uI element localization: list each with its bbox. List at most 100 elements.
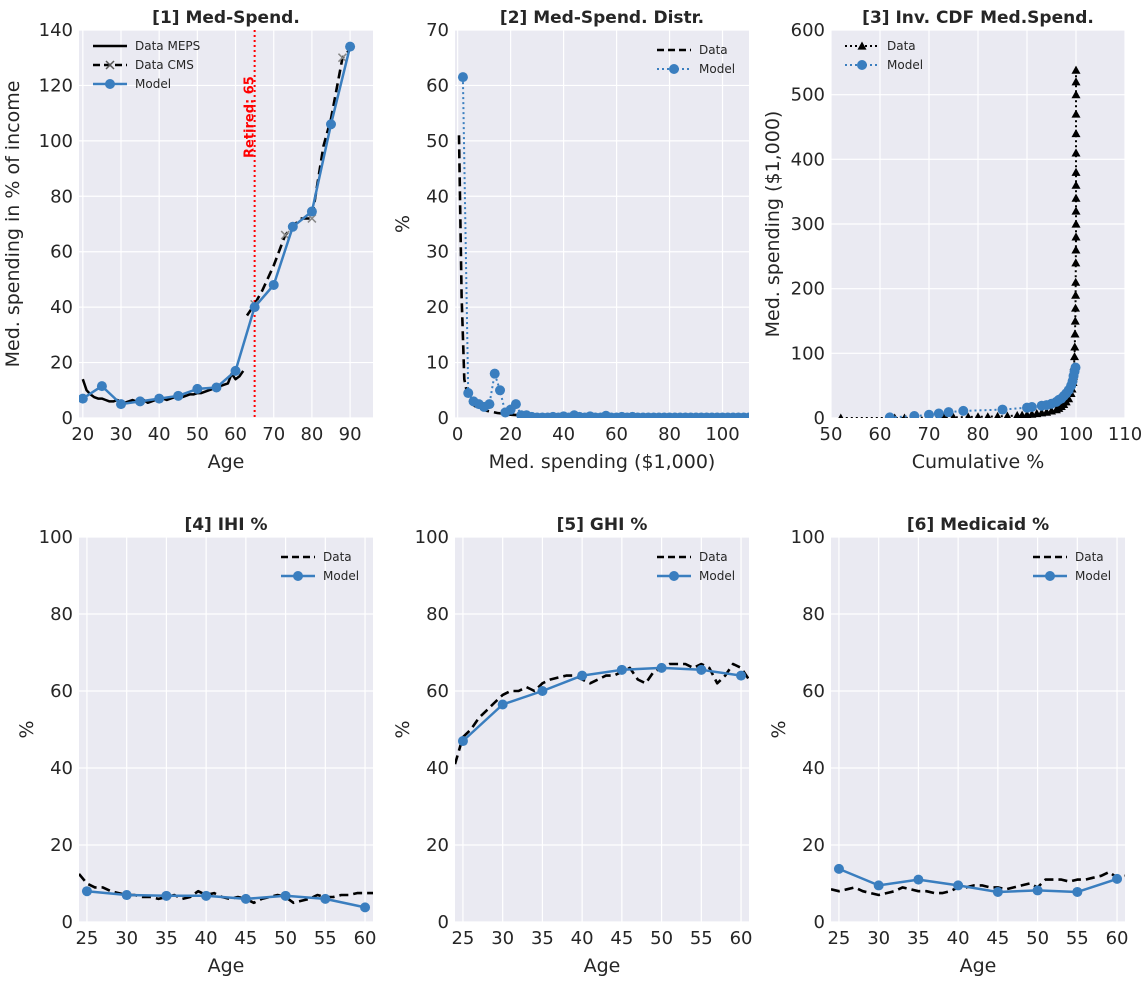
y-tick-label: 80 [50, 604, 73, 625]
panel-4: 25 30 35 40 45 50 55 60 0 20 40 60 80 100 [4] IHI % Age… [16, 515, 377, 977]
data-point [1070, 316, 1080, 325]
chart-title: [1] Med-Spend. [152, 8, 300, 28]
data-point [201, 890, 212, 901]
x-tick-label: 30 [867, 928, 890, 949]
x-tick-label: 35 [907, 928, 930, 949]
retirement-annotation: Retired: 65 [243, 76, 258, 158]
data-point [173, 390, 184, 401]
plot-area [455, 537, 749, 922]
data-point [337, 53, 347, 63]
x-tick-label: 30 [491, 928, 514, 949]
data-point [950, 412, 957, 418]
data-point [1070, 362, 1081, 373]
data-point [280, 890, 291, 901]
legend-marker [1045, 571, 1055, 581]
data-point [984, 412, 992, 418]
data-point [997, 404, 1008, 415]
data-point [96, 381, 107, 392]
x-tick-label: 45 [610, 928, 633, 949]
y-tick-label: 100 [39, 527, 73, 548]
x-axis-label: Cumulative % [912, 451, 1045, 473]
series-line-2 [462, 666, 742, 742]
data-point [1071, 65, 1081, 74]
y-tick-label: 40 [426, 186, 449, 207]
legend-marker [105, 60, 115, 70]
y-tick-label: 60 [802, 681, 825, 702]
x-tick-label: 55 [314, 928, 337, 949]
y-tick-label: 0 [438, 408, 449, 429]
x-tick-label: 40 [552, 424, 575, 445]
y-tick-label: 40 [426, 758, 449, 779]
data-point [489, 368, 500, 379]
legend-label: Model [135, 77, 171, 91]
data-point [1071, 290, 1081, 299]
legend-label: Model [699, 569, 735, 583]
x-tick-label: 55 [1066, 928, 1089, 949]
data-point [268, 279, 279, 290]
y-axis-label: Med. spending in % of income [2, 81, 24, 368]
x-tick-label: 90 [1016, 424, 1039, 445]
x-tick-label: 30 [110, 424, 133, 445]
data-point [974, 412, 982, 418]
y-tick-label: 0 [814, 408, 825, 429]
data-point [135, 396, 146, 407]
data-point [1070, 352, 1080, 361]
data-point [495, 385, 506, 396]
data-point [161, 890, 172, 901]
x-tick-label: 20 [71, 424, 94, 445]
chart-title: [2] Med-Spend. Distr. [500, 8, 704, 28]
legend-label: Model [699, 62, 735, 76]
data-point [79, 393, 88, 404]
y-tick-label: 80 [426, 604, 449, 625]
x-tick-label: 50 [186, 424, 209, 445]
legend-label: Data MEPS [135, 39, 200, 53]
data-point [510, 399, 521, 410]
data-point [838, 413, 844, 418]
x-tick-label: 70 [262, 424, 285, 445]
x-tick-label: 80 [300, 424, 323, 445]
data-point [1071, 303, 1081, 312]
series-line-1 [455, 662, 749, 765]
data-point [240, 893, 251, 904]
legend-label: Data [323, 550, 352, 564]
y-tick-label: 300 [791, 214, 825, 235]
legend-label: Data [699, 43, 728, 57]
legend: Data MEPS Data CMS Model [93, 39, 200, 91]
data-point [833, 863, 844, 874]
x-tick-label: 40 [148, 424, 171, 445]
data-point [1071, 167, 1081, 176]
legend-marker [105, 79, 115, 89]
data-point [307, 213, 317, 223]
x-tick-label: 25 [827, 928, 850, 949]
data-point [744, 412, 749, 418]
legend-marker [669, 571, 679, 581]
x-tick-label: 90 [339, 424, 362, 445]
data-point [1070, 342, 1080, 351]
data-point [484, 399, 495, 410]
x-tick-label: 40 [947, 928, 970, 949]
y-tick-label: 0 [814, 912, 825, 933]
legend: Data Model [657, 43, 735, 76]
data-point [457, 72, 468, 83]
data-point [577, 670, 588, 681]
x-tick-label: 40 [195, 928, 218, 949]
data-point [1071, 109, 1081, 118]
data-point [909, 411, 920, 418]
x-axis-label: Age [208, 955, 245, 977]
x-axis-label: Age [208, 451, 245, 473]
legend-label: Data [699, 550, 728, 564]
y-tick-label: 40 [802, 758, 825, 779]
data-point [1026, 402, 1037, 413]
x-tick-label: 60 [1106, 928, 1129, 949]
data-point [933, 408, 944, 418]
y-tick-label: 60 [50, 242, 73, 263]
y-tick-label: 600 [791, 20, 825, 41]
chart-title: [3] Inv. CDF Med.Spend. [862, 8, 1094, 28]
chart-title: [4] IHI % [184, 515, 267, 535]
y-tick-label: 60 [426, 75, 449, 96]
x-tick-label: 60 [224, 424, 247, 445]
data-point [943, 407, 954, 418]
legend-marker [293, 571, 303, 581]
data-point [1071, 193, 1081, 202]
